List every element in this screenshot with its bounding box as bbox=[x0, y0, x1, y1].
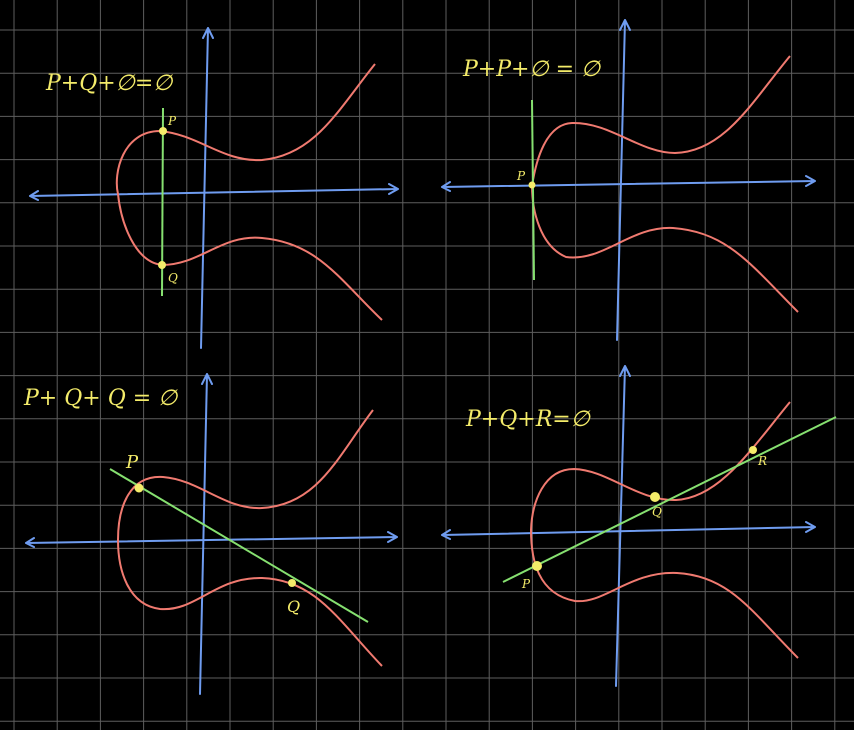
x-axis bbox=[29, 183, 399, 201]
x-axis bbox=[25, 531, 398, 548]
equation-label: P+ Q+ Q = ∅ bbox=[23, 386, 178, 411]
label-p: P bbox=[521, 577, 531, 591]
y-axis bbox=[615, 365, 631, 687]
elliptic-curve bbox=[529, 401, 799, 659]
point-q bbox=[158, 261, 166, 269]
point-p bbox=[159, 127, 167, 135]
label-q: Q bbox=[652, 505, 662, 519]
label-p: P bbox=[167, 114, 177, 128]
label-p: P bbox=[516, 169, 526, 183]
label-p: P bbox=[125, 452, 139, 473]
point-q bbox=[288, 579, 296, 587]
label-q: Q bbox=[168, 271, 178, 285]
label-r: R bbox=[757, 454, 767, 468]
x-axis bbox=[441, 521, 816, 540]
point-q bbox=[650, 492, 660, 502]
y-axis bbox=[616, 19, 631, 341]
point-p bbox=[532, 561, 542, 571]
vertical-tangent-line bbox=[531, 99, 535, 281]
elliptic-curve bbox=[115, 63, 383, 321]
panel-vertical-tangent: P+P+∅ = ∅ P bbox=[441, 19, 816, 341]
label-q: Q bbox=[287, 597, 300, 616]
point-p bbox=[528, 181, 536, 189]
equation-label: P+Q+R=∅ bbox=[465, 407, 591, 432]
equation-label: P+P+∅ = ∅ bbox=[462, 57, 601, 82]
point-p bbox=[134, 483, 144, 493]
panel-tangent-line: P+ Q+ Q = ∅ P Q bbox=[23, 373, 398, 695]
x-axis bbox=[441, 175, 816, 192]
panel-secant-line: P+Q+R=∅ P Q R bbox=[441, 365, 837, 687]
y-axis bbox=[200, 27, 214, 349]
y-axis bbox=[199, 373, 213, 695]
equation-label: P+Q+∅=∅ bbox=[45, 71, 173, 96]
tangent-line bbox=[109, 468, 369, 623]
elliptic-curve bbox=[116, 409, 383, 667]
panel-vertical-line: P+Q+∅=∅ P Q bbox=[29, 27, 399, 349]
point-r bbox=[749, 446, 757, 454]
secant-line bbox=[502, 416, 837, 583]
